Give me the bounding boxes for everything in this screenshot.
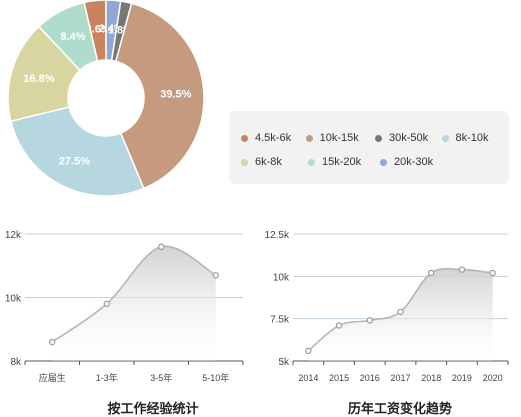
data-point (335, 322, 343, 329)
data-point (458, 266, 466, 273)
legend-item-10k-15k: 10k-15k (305, 132, 375, 144)
legend-item-30k-50k: 30k-50k (375, 132, 442, 144)
x-tick-label: 2014 (298, 373, 318, 383)
x-tick-label: 5-10年 (202, 372, 229, 383)
salary-distribution-donut: 3.6%2.4%1.8%39.5%27.5%16.8%8.4% (7, 0, 205, 197)
legend-row: 6k-8k 15k-20k 20k-30k (241, 150, 509, 174)
x-tick-label: 2015 (329, 373, 349, 383)
legend-label: 30k-50k (389, 132, 429, 144)
legend-swatch (305, 134, 313, 142)
area-fill (52, 246, 216, 361)
data-point (49, 338, 56, 346)
legend-label: 10k-15k (319, 132, 359, 144)
slice-label-8k-10k: 27.5% (59, 155, 90, 167)
data-point (397, 308, 404, 316)
legend-label: 15k-20k (322, 156, 362, 168)
y-tick-label: 12.5k (265, 230, 290, 241)
slice-label-10k-15k: 39.5% (160, 88, 191, 100)
slice-label-6k-8k: 16.8% (23, 73, 54, 85)
legend-label: 20k-30k (394, 156, 434, 168)
slice-label-4-5k-6k: 3.6% (86, 23, 111, 35)
x-tick-label: 2018 (421, 373, 441, 383)
legend-item-20k-30k: 20k-30k (380, 156, 449, 168)
legend-label: 8k-10k (455, 132, 489, 144)
y-tick-label: 10k (5, 294, 22, 305)
legend-row: 4.5k-6k 10k-15k 30k-50k 8k-10k (241, 126, 509, 150)
x-tick-label: 2019 (452, 373, 472, 383)
legend-label: 4.5k-6k (255, 132, 292, 144)
x-tick-label: 应届生 (39, 372, 66, 383)
y-tick-label: 5k (278, 357, 290, 368)
data-point (103, 300, 110, 308)
y-tick-label: 12k (5, 230, 22, 241)
legend-swatch (241, 158, 248, 166)
experience-chart-title: 按工作经验统计 (107, 401, 199, 416)
data-point (305, 347, 312, 355)
y-tick-label: 8k (10, 357, 22, 368)
y-tick-label: 7.5k (270, 315, 290, 326)
x-tick-label: 2020 (483, 373, 503, 383)
legend-item-8k-10k: 8k-10k (441, 132, 509, 144)
experience-salary-chart: 8k 10k 12k 应届生 1-3年 3-5年 5-10年 (5, 230, 244, 383)
legend-swatch (308, 158, 315, 166)
legend-swatch (380, 158, 387, 166)
legend-item-6k-8k: 6k-8k (241, 156, 308, 168)
data-point (428, 269, 435, 277)
legend-swatch (441, 134, 449, 142)
slice-8k-10k (9, 106, 145, 197)
legend-item-4-5k-6k: 4.5k-6k (241, 132, 306, 144)
slice-6k-8k (7, 25, 82, 123)
data-point (489, 269, 496, 277)
slice-label-15k-20k: 8.4% (61, 31, 86, 43)
y-tick-label: 10k (273, 272, 290, 283)
legend-label: 6k-8k (255, 156, 282, 168)
x-tick-label: 2017 (390, 373, 410, 383)
x-tick-label: 1-3年 (96, 372, 118, 383)
data-point (212, 272, 219, 279)
x-tick-label: 3-5年 (150, 372, 172, 383)
legend-swatch (241, 134, 248, 142)
yearly-salary-trend-chart: 5k 7.5k 10k 12.5k 2014 2015 2016 2017 2018 2019 20… (265, 230, 509, 383)
legend-item-15k-20k: 15k-20k (308, 156, 380, 168)
slice-15k-20k (37, 1, 99, 72)
legend-swatch (375, 134, 382, 142)
data-point (158, 243, 165, 250)
x-tick-label: 2016 (360, 373, 380, 383)
donut-legend: 4.5k-6k 10k-15k 30k-50k 8k-10k 6k-8k 15k-20k 2… (229, 111, 509, 184)
series-line (51, 245, 217, 343)
slice-10k-15k (114, 2, 205, 190)
data-point (366, 317, 373, 324)
yearly-chart-title: 历年工资变化趋势 (347, 401, 452, 416)
